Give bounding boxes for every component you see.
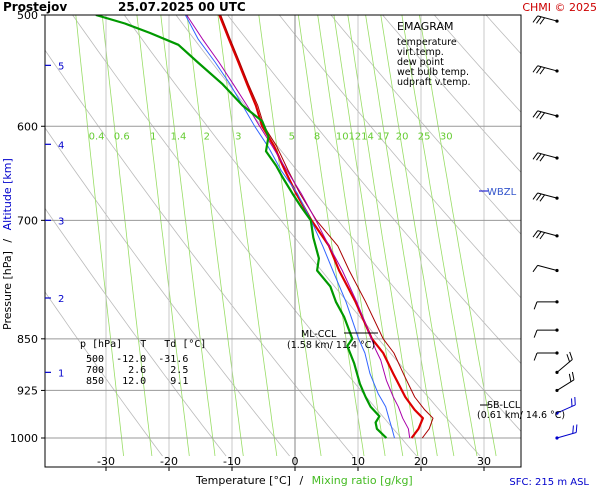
datetime-title: 25.07.2025 00 UTC	[118, 0, 246, 14]
pressure-tick-label: 925	[17, 384, 38, 397]
mixing-ratio-label: 30	[440, 131, 453, 142]
mixing-ratio-label: 0.6	[114, 131, 130, 142]
mixing-ratio-label: 17	[377, 131, 390, 142]
temperature-tick-label: -20	[160, 455, 178, 468]
pressure-tick-label: 700	[17, 214, 38, 227]
temperature-tick-label: 10	[351, 455, 365, 468]
temperature-tick-label: 30	[477, 455, 491, 468]
pressure-tick-label: 600	[17, 120, 38, 133]
mixing-ratio-label: 2	[204, 131, 210, 142]
table-row: 700 2.6 2.5	[86, 365, 188, 376]
mixing-ratio-label: 8	[314, 131, 320, 142]
table-header: p [hPa] T Td [°C]	[80, 339, 206, 350]
temperature-tick-label: 20	[414, 455, 428, 468]
mixing-ratio-label: 0.4	[89, 131, 105, 142]
altitude-tick-label: 5	[58, 61, 64, 72]
sb-lcl-value: (0.61 km/ 14.6 °C)	[477, 410, 565, 421]
ylabel-pressure: Pressure [hPa]	[1, 251, 14, 330]
xlabel-temperature: Temperature [°C]	[195, 474, 291, 487]
ylabel-separator: /	[1, 239, 14, 243]
legend-item-updraft-vtemp: udpraft v.temp.	[397, 77, 471, 88]
table-row: 850 12.0 9.1	[86, 376, 188, 387]
mixing-ratio-label: 1.4	[170, 131, 186, 142]
mixing-ratio-label: 10	[336, 131, 349, 142]
xlabel-mixing-ratio: Mixing ratio [g/kg]	[312, 474, 413, 487]
mixing-ratio-label: 3	[235, 131, 241, 142]
legend-title: EMAGRAM	[397, 20, 454, 33]
table-row: 500 -12.0 -31.6	[86, 354, 188, 365]
altitude-tick-label: 2	[58, 294, 64, 305]
mixing-ratio-label: 12	[348, 131, 361, 142]
temperature-tick-label: -30	[97, 455, 115, 468]
ylabel-altitude: Altitude [km]	[1, 158, 14, 230]
wind-barb-feather	[573, 426, 574, 434]
mixing-ratio-label: 20	[396, 131, 409, 142]
wbzl-label: WBZL	[487, 187, 517, 198]
data-table: p [hPa] T Td [°C] 500 -12.0 -31.6 700 2.…	[80, 339, 206, 387]
altitude-tick-label: 1	[58, 368, 64, 379]
mixing-ratio-label: 1	[150, 131, 156, 142]
ml-ccl-label: ML-CCL	[301, 329, 337, 340]
ml-ccl-value: (1.58 km/ 11.4 °C)	[287, 340, 375, 351]
surface-elevation-note: SFC: 215 m ASL	[509, 477, 589, 488]
mixing-ratio-label: 5	[289, 131, 295, 142]
mixing-ratio-label: 25	[418, 131, 431, 142]
wind-barb-feather	[576, 425, 577, 433]
pressure-tick-label: 1000	[10, 432, 38, 445]
altitude-tick-label: 3	[58, 216, 64, 227]
mixing-ratio-label: 14	[361, 131, 374, 142]
copyright: CHMI © 2025	[522, 1, 597, 14]
xlabel-separator: /	[299, 474, 303, 487]
pressure-tick-label: 850	[17, 333, 38, 346]
temperature-tick-label: -10	[223, 455, 241, 468]
altitude-tick-label: 4	[58, 140, 64, 151]
temperature-tick-label: 0	[292, 455, 299, 468]
pressure-tick-label: 500	[17, 9, 38, 22]
x-axis-label: Temperature [°C] / Mixing ratio [g/kg]	[195, 474, 413, 487]
